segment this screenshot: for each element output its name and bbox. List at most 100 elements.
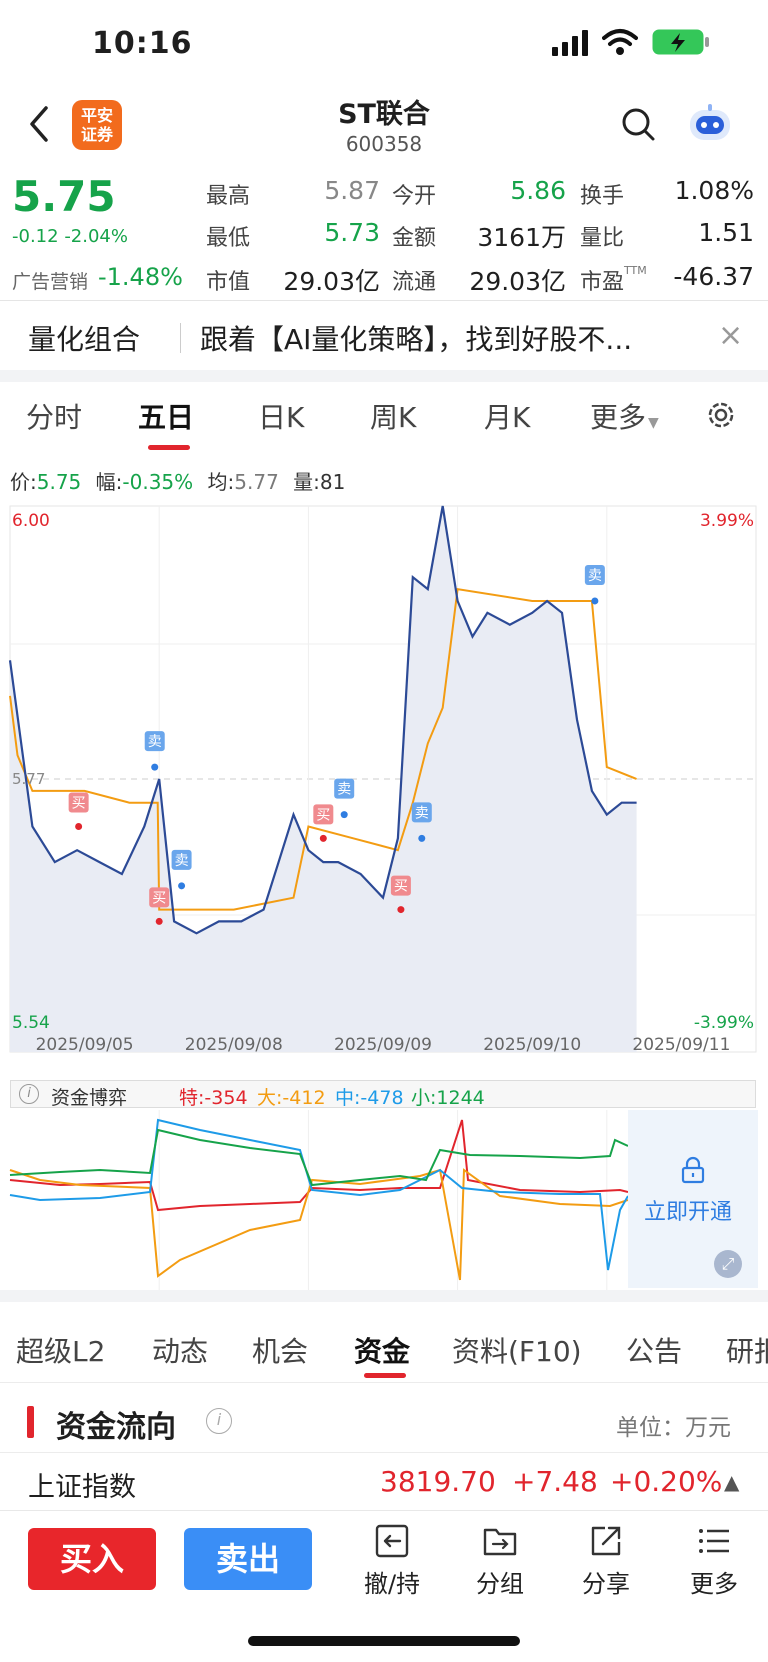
share-icon bbox=[591, 1526, 621, 1556]
ai-assistant-icon[interactable] bbox=[686, 102, 734, 146]
share-button[interactable]: 分享 bbox=[566, 1522, 646, 1599]
menu-icon bbox=[699, 1529, 729, 1553]
info-icon[interactable]: i bbox=[19, 1084, 39, 1104]
low-value: 5.73 bbox=[324, 218, 380, 247]
money-te: 特:-354 bbox=[179, 1083, 248, 1110]
money-te-value: -354 bbox=[204, 1087, 248, 1109]
amount-value: 3161万 bbox=[477, 223, 566, 252]
tab-weekly-k[interactable]: 周K bbox=[370, 401, 417, 434]
buy-marker[interactable]: 买 bbox=[390, 875, 411, 914]
buy-button[interactable]: 买入 bbox=[28, 1528, 156, 1590]
group-button[interactable]: 分组 bbox=[460, 1522, 540, 1599]
small-line bbox=[9, 1128, 628, 1187]
average-line bbox=[9, 587, 637, 911]
tab-underline bbox=[364, 1373, 406, 1378]
price-line bbox=[8, 505, 637, 935]
current-price: 5.75 bbox=[12, 172, 116, 221]
sell-tag-label: 卖 bbox=[415, 805, 429, 821]
tab-monthly-k[interactable]: 月K bbox=[484, 401, 531, 434]
search-icon[interactable] bbox=[620, 106, 656, 142]
amp-value: -0.35% bbox=[122, 470, 194, 494]
sell-tag bbox=[411, 802, 432, 823]
sell-tag-label: 卖 bbox=[175, 853, 189, 869]
sell-marker[interactable]: 卖 bbox=[144, 731, 165, 771]
medium-line bbox=[9, 1118, 628, 1271]
banner-text[interactable]: 跟着【AI量化策略】，找到好股不... bbox=[200, 323, 633, 356]
back-icon[interactable] bbox=[24, 104, 54, 144]
buy-marker[interactable]: 买 bbox=[68, 792, 89, 830]
volume-ratio-label: 量比 bbox=[580, 226, 625, 251]
sell-marker[interactable]: 卖 bbox=[171, 849, 192, 890]
buy-tag-label: 买 bbox=[72, 795, 86, 811]
money-zhong: 中:-478 bbox=[335, 1083, 404, 1110]
sell-tag-label: 卖 bbox=[148, 734, 162, 750]
money-game-label: 资金博弈 bbox=[51, 1087, 128, 1109]
sector-change: -1.48% bbox=[98, 263, 183, 291]
tab-more[interactable]: 更多 ▼ bbox=[590, 396, 659, 436]
money-zhong-label: 中: bbox=[335, 1087, 361, 1109]
banner-title[interactable]: 量化组合 bbox=[28, 323, 141, 356]
sell-marker[interactable]: 卖 bbox=[411, 802, 432, 842]
tab-f10[interactable]: 资料(F10) bbox=[452, 1335, 582, 1368]
tab-research[interactable]: 研报 bbox=[726, 1335, 768, 1368]
info-icon[interactable]: i bbox=[206, 1408, 232, 1434]
tab-capital[interactable]: 资金 bbox=[354, 1335, 411, 1368]
sell-tag bbox=[334, 778, 355, 799]
date-label: 2025/09/09 bbox=[334, 1035, 432, 1055]
turnover-value: 1.08% bbox=[674, 176, 754, 205]
more-button[interactable]: 更多 bbox=[674, 1522, 754, 1599]
money-te-label: 特: bbox=[179, 1087, 205, 1109]
section-gap bbox=[0, 1290, 768, 1302]
open-value: 5.86 bbox=[510, 176, 566, 205]
change-value: -0.12 bbox=[12, 226, 59, 247]
money-xiao-value: 1244 bbox=[436, 1087, 485, 1109]
tab-more-label: 更多 bbox=[590, 401, 647, 434]
expand-icon[interactable]: ⤢ bbox=[714, 1250, 742, 1278]
buy-marker[interactable]: 买 bbox=[313, 804, 334, 842]
stock-code: 600358 bbox=[345, 132, 423, 156]
sell-point bbox=[591, 597, 599, 605]
tab-announcement[interactable]: 公告 bbox=[626, 1335, 683, 1368]
buy-tag bbox=[68, 792, 89, 813]
index-name[interactable]: 上证指数 bbox=[28, 1472, 136, 1503]
tab-five-day[interactable]: 五日 bbox=[138, 401, 195, 434]
chevron-up-icon[interactable]: ▲ bbox=[724, 1470, 740, 1494]
tab-intraday[interactable]: 分时 bbox=[26, 401, 83, 434]
divider bbox=[0, 1382, 768, 1383]
buy-marker[interactable]: 买 bbox=[149, 887, 170, 925]
index-value: 3819.70 bbox=[380, 1465, 496, 1498]
divider bbox=[0, 300, 768, 301]
unlock-label: 立即开通 bbox=[644, 1200, 733, 1225]
tab-news[interactable]: 动态 bbox=[152, 1335, 209, 1368]
sector-label[interactable]: 广告营销 bbox=[12, 271, 89, 293]
share-label: 分享 bbox=[582, 1570, 630, 1598]
buy-tag-label: 买 bbox=[316, 807, 330, 823]
y-bottom-label: 5.54 bbox=[12, 1013, 50, 1033]
market-cap-value: 29.03亿 bbox=[283, 267, 380, 296]
large-line bbox=[9, 1168, 628, 1281]
date-label: 2025/09/10 bbox=[483, 1035, 581, 1055]
low-label: 最低 bbox=[206, 226, 251, 251]
unlock-overlay[interactable]: 立即开通 ⤢ bbox=[628, 1110, 758, 1288]
date-label: 2025/09/08 bbox=[185, 1035, 283, 1055]
cancel-hold-button[interactable]: 撤/持 bbox=[352, 1522, 432, 1599]
close-icon[interactable]: × bbox=[718, 318, 744, 353]
vol-label: 量: bbox=[293, 470, 320, 494]
tab-opportunity[interactable]: 机会 bbox=[252, 1335, 309, 1368]
tab-super-l2[interactable]: 超级L2 bbox=[16, 1335, 106, 1368]
buy-tag-label: 买 bbox=[152, 890, 166, 906]
sell-marker[interactable]: 卖 bbox=[584, 564, 605, 605]
tab-daily-k[interactable]: 日K bbox=[258, 401, 305, 434]
amount-label: 金额 bbox=[392, 226, 437, 251]
sell-button[interactable]: 卖出 bbox=[184, 1528, 312, 1590]
folder-icon bbox=[483, 1528, 517, 1556]
money-zhong-value: -478 bbox=[360, 1087, 404, 1109]
sell-marker[interactable]: 卖 bbox=[334, 778, 355, 819]
pe-label: 市盈TTM bbox=[580, 264, 647, 296]
stock-name: ST联合 bbox=[338, 99, 430, 130]
price-label: 价: bbox=[10, 470, 37, 494]
buy-point bbox=[397, 906, 405, 914]
gear-icon[interactable] bbox=[704, 398, 738, 432]
y-top-label: 6.00 bbox=[12, 511, 50, 531]
